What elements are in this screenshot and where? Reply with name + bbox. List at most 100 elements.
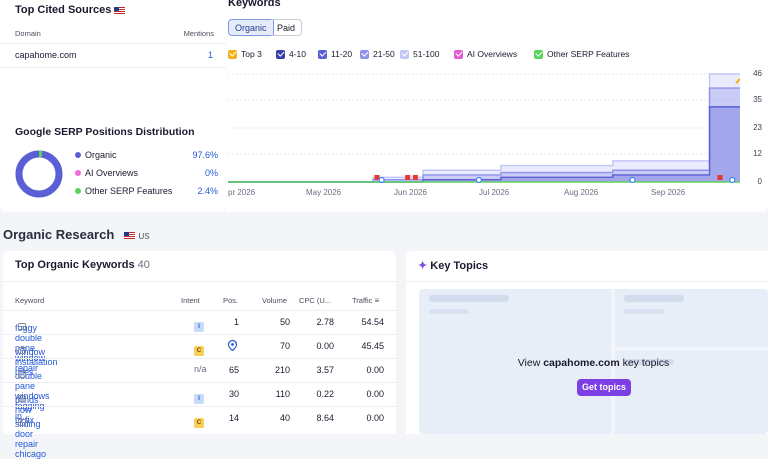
cpc-value: 2.78 — [316, 317, 334, 327]
serp-legend-organic: Organic 97.6% — [75, 150, 218, 160]
pos-value: 30 — [228, 389, 239, 399]
top-organic-keywords-card: Top Organic Keywords 40 Keyword Intent P… — [3, 251, 396, 459]
legend-dot-icon — [75, 170, 81, 176]
table-row: blinds how to fix I 30 110 0.22 0.00 — [3, 382, 396, 425]
serp-flag-marker-icon[interactable] — [374, 175, 380, 180]
google-update-marker-icon[interactable] — [378, 176, 385, 184]
traffic-value: 0.00 — [366, 413, 384, 423]
donut-organic — [15, 150, 63, 198]
checkbox-icon[interactable] — [454, 49, 463, 59]
series-area-51-100 — [228, 74, 740, 182]
serp-snapshot-icon[interactable] — [18, 419, 26, 426]
sort-icon[interactable]: ≡ — [374, 296, 380, 305]
table-row: window installation niles C 70 0.00 45.45 — [3, 334, 396, 377]
col-domain: Domain — [15, 29, 41, 38]
pos-value: 65 — [228, 365, 239, 375]
legend-51-100[interactable]: 51-100 — [400, 49, 439, 59]
us-flag-icon — [123, 232, 135, 240]
col-keyword[interactable]: Keyword — [15, 296, 45, 305]
intent-badge: I — [194, 322, 204, 332]
serp-legend-other-serp-features: Other SERP Features 2.4% — [75, 186, 218, 196]
series-area-21-50 — [228, 88, 740, 182]
traffic-value: 54.54 — [361, 317, 384, 327]
legend-dot-icon — [75, 188, 81, 194]
serp-flag-marker-icon[interactable] — [405, 175, 411, 180]
serp-snapshot-icon[interactable] — [18, 371, 26, 378]
sparkle-icon: ✦ — [418, 260, 428, 272]
volume-value: 70 — [279, 341, 290, 351]
legend-ai-overviews[interactable]: AI Overviews — [454, 49, 517, 59]
checkbox-icon[interactable] — [360, 49, 369, 59]
pos-value: 14 — [228, 413, 239, 423]
google-update-marker-icon[interactable] — [729, 176, 736, 184]
traffic-value: 45.45 — [361, 341, 384, 351]
col-intent[interactable]: Intent — [181, 296, 200, 305]
x-tick-label: Aug 2026 — [564, 188, 599, 197]
donut-other-serp — [15, 150, 63, 198]
volume-value: 210 — [274, 365, 290, 375]
pos-value: 1 — [233, 317, 239, 327]
col-traffic[interactable]: Traffic ≡ — [352, 296, 380, 305]
y-tick-label: 46 — [753, 69, 762, 78]
legend-4-10[interactable]: 4-10 — [276, 49, 306, 59]
cited-domain: capahome.com — [15, 50, 77, 60]
cpc-value: 8.64 — [316, 413, 334, 423]
x-tick-label: May 2026 — [306, 188, 342, 197]
location-pin-icon — [227, 339, 238, 353]
y-tick-label: 23 — [753, 123, 762, 132]
key-topics-title: ✦ Key Topics — [418, 260, 489, 272]
checkbox-icon[interactable] — [534, 49, 543, 59]
legend-21-50[interactable]: 21-50 — [360, 49, 395, 59]
top-keywords-title: Top Organic Keywords 40 — [15, 259, 150, 271]
checkbox-icon[interactable] — [400, 49, 409, 59]
legend-top-3[interactable]: Top 3 — [228, 49, 262, 59]
legend-dot-icon — [75, 152, 81, 158]
traffic-value: 0.00 — [366, 389, 384, 399]
view-topics-text: View capahome.com key topics — [517, 357, 670, 369]
intent-badge: C — [194, 418, 204, 428]
serp-flag-marker-icon[interactable] — [412, 175, 418, 180]
table-row: sliding door repair chicago C 14 40 8.64 0.00 — [3, 406, 396, 459]
table-row: double pane windows fogging in... n/a 65 21… — [3, 358, 396, 421]
serp-snapshot-icon[interactable] — [18, 395, 26, 402]
checkbox-icon[interactable] — [276, 49, 285, 59]
intent-badge: C — [194, 346, 204, 356]
serp-snapshot-icon[interactable] — [18, 323, 26, 330]
us-flag-icon — [114, 6, 126, 14]
serp-snapshot-icon[interactable] — [18, 347, 26, 354]
google-update-marker-icon[interactable] — [629, 176, 636, 184]
get-topics-button[interactable]: Get topics — [577, 379, 631, 396]
x-tick-label: Sep 2026 — [651, 188, 686, 197]
organic-research-title: Organic Research US — [3, 227, 150, 242]
col-volume[interactable]: Volume — [262, 296, 288, 305]
legend-11-20[interactable]: 11-20 — [318, 49, 352, 59]
serp-donut — [15, 150, 63, 198]
intent-badge: I — [194, 394, 204, 404]
topics-preview-blur: View capahome.com key topics Get topics — [419, 289, 768, 434]
tab-paid[interactable]: Paid — [271, 19, 303, 36]
x-tick-label: Jun 2026 — [394, 188, 427, 197]
cpc-value: 0.22 — [316, 389, 334, 399]
y-tick-label: 35 — [753, 94, 762, 104]
google-update-marker-icon[interactable] — [475, 176, 482, 184]
keywords-title: Keywords — [228, 0, 281, 9]
col-pos[interactable]: Pos. — [223, 296, 239, 305]
key-topics-card: ✦ Key Topics View capahome.com key topic… — [406, 251, 768, 434]
serp-title: Google SERP Positions Distribution — [15, 126, 195, 138]
checkbox-icon[interactable] — [228, 49, 237, 59]
x-tick-label: pr 2026 — [228, 188, 256, 197]
y-tick-label: 0 — [757, 177, 762, 186]
series-line-top-3 — [735, 78, 740, 85]
col-mentions: Mentions — [183, 29, 214, 38]
cited-title: Top Cited Sources — [15, 4, 126, 16]
serp-flag-marker-icon[interactable] — [717, 175, 723, 180]
table-row: foggy double pane window repair I 1 50 2.78 5… — [3, 310, 396, 373]
col-cpc[interactable]: CPC (U... — [299, 296, 332, 305]
legend-other-serp-features[interactable]: Other SERP Features — [534, 49, 630, 59]
cited-mentions-link[interactable]: 1 — [207, 50, 213, 60]
volume-value: 50 — [279, 317, 290, 327]
x-tick-label: Jul 2026 — [479, 188, 510, 197]
keywords-card: Keywords Organic Paid Top 3 4-10 11-20 21-5… — [226, 0, 768, 212]
checkbox-icon[interactable] — [318, 49, 327, 59]
tab-organic[interactable]: Organic — [228, 19, 274, 36]
